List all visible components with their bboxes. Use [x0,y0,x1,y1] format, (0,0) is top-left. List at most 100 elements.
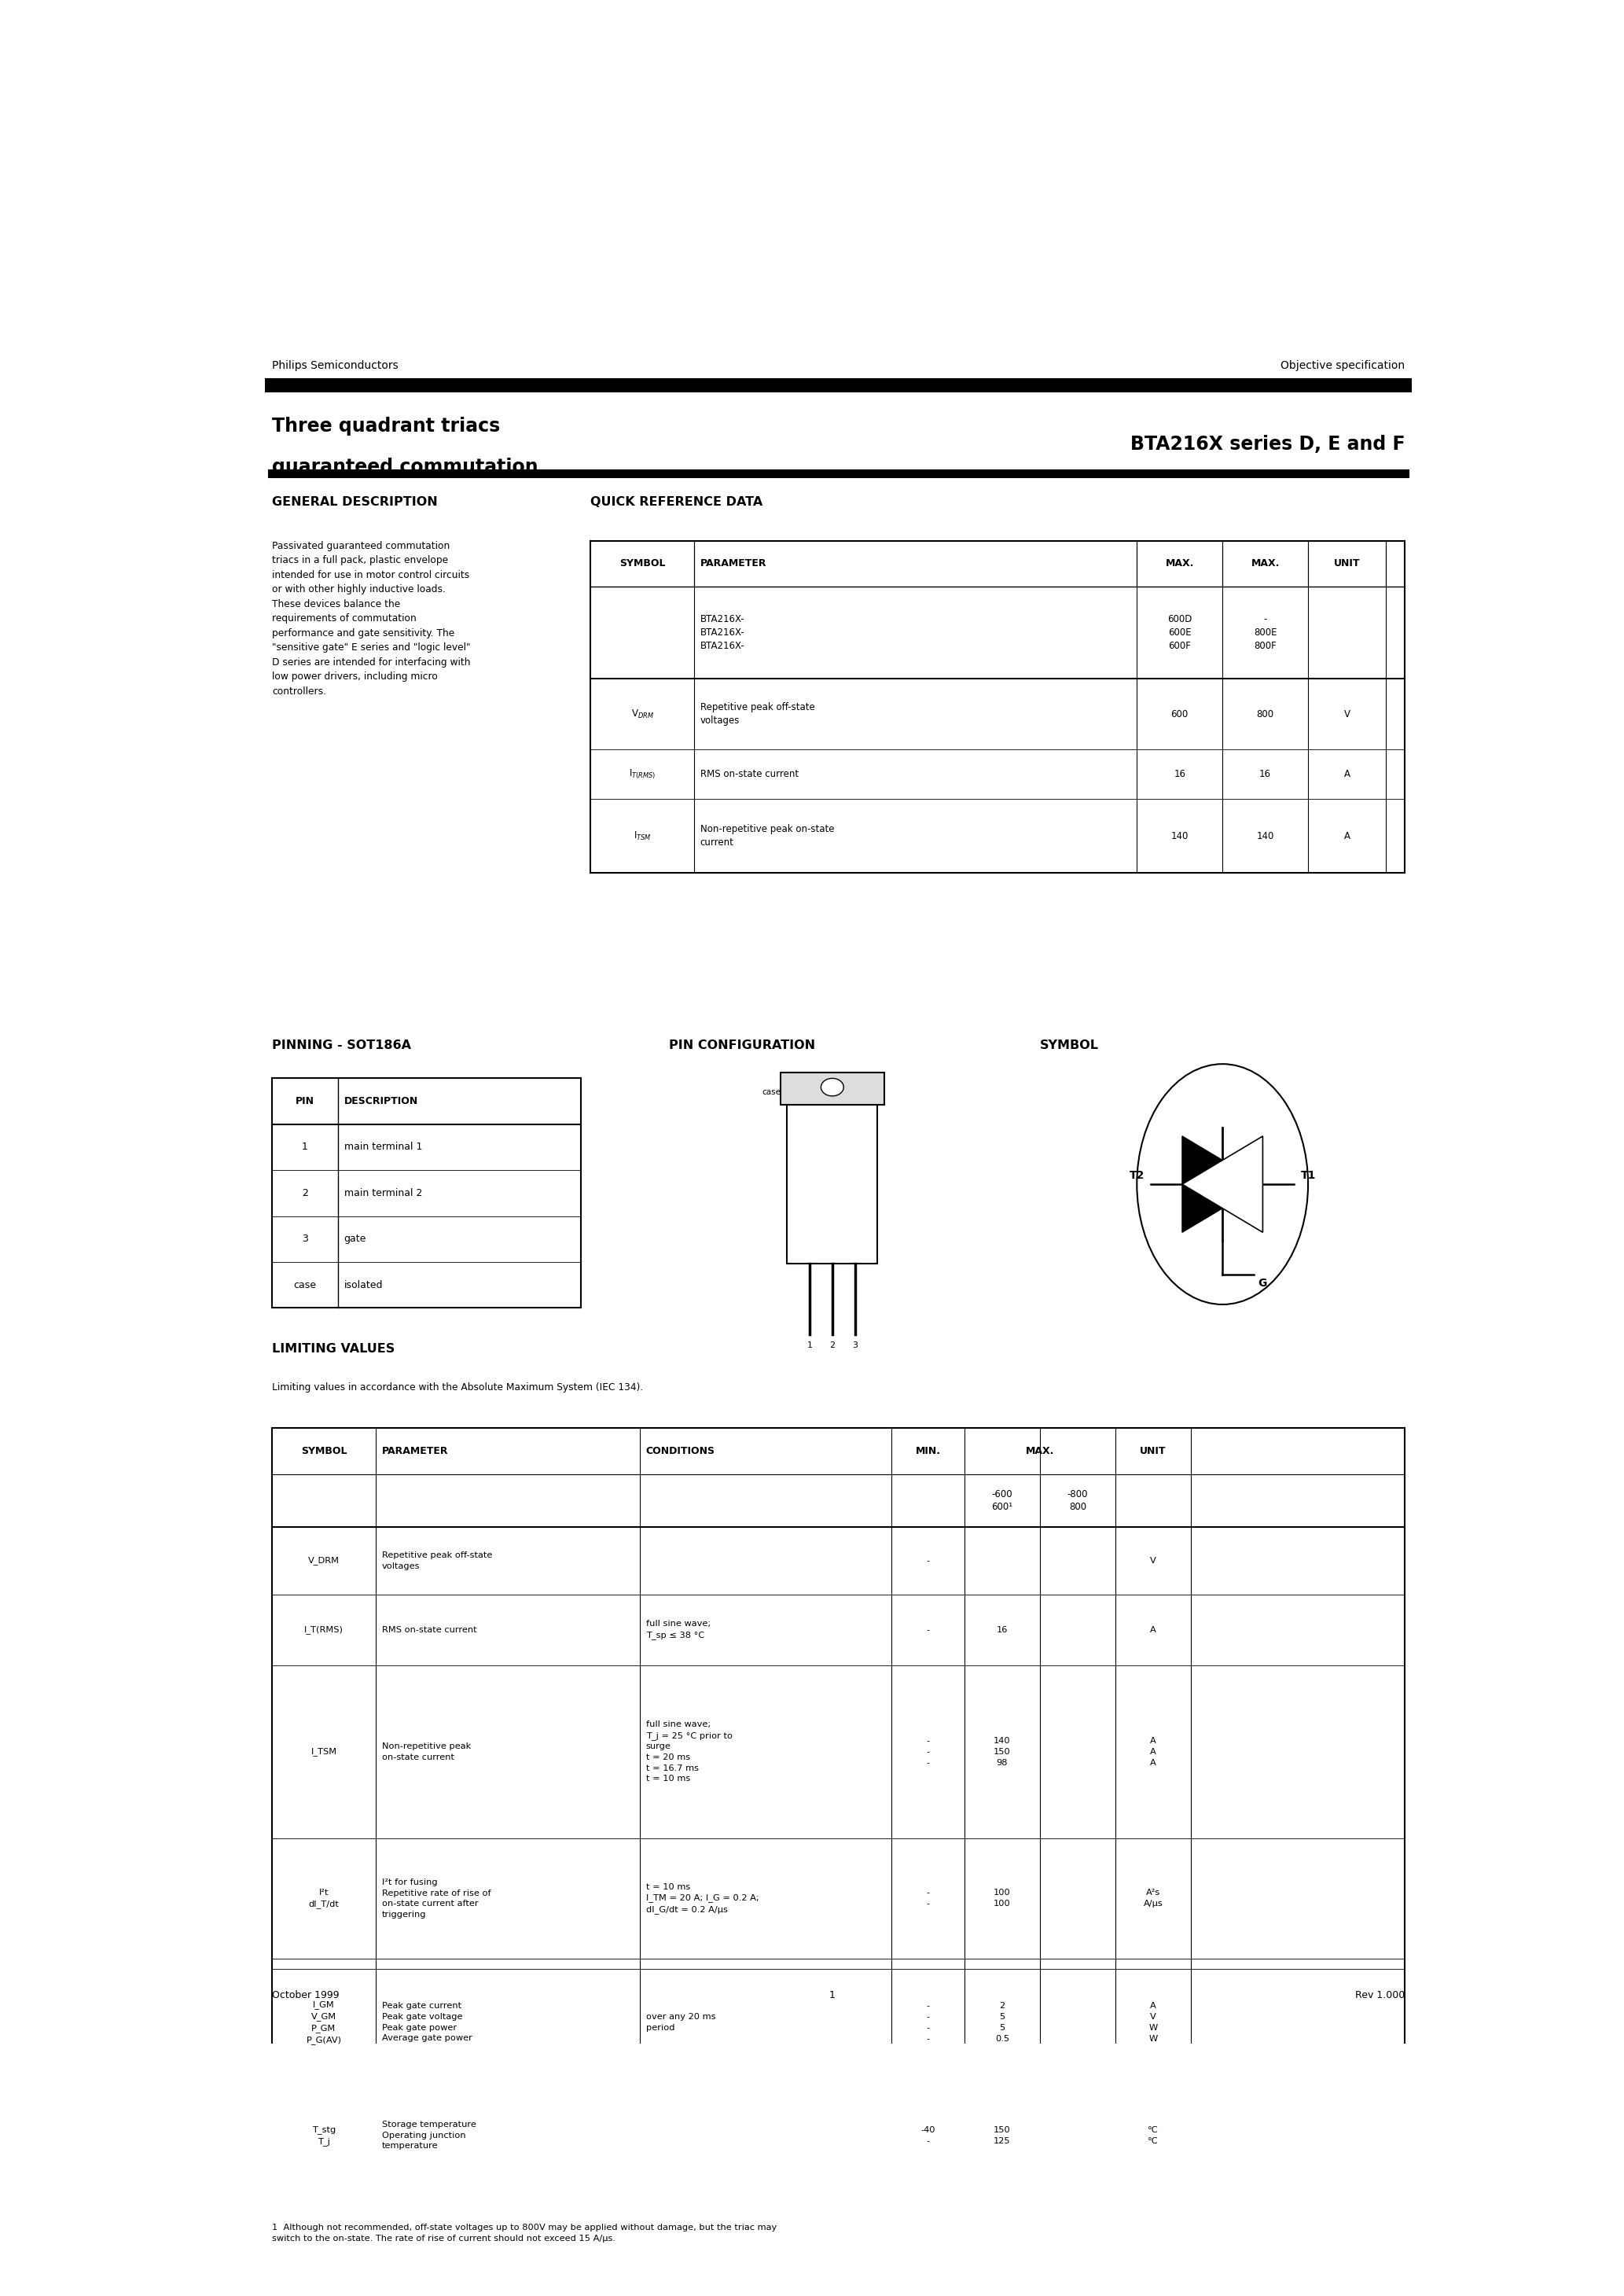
Text: I_T(RMS): I_T(RMS) [304,1626,343,1635]
Text: MAX.: MAX. [1250,558,1280,569]
Text: I$_{T(RMS)}$: I$_{T(RMS)}$ [628,767,656,781]
Text: I_GM
V_GM
P_GM
P_G(AV): I_GM V_GM P_GM P_G(AV) [307,2000,341,2043]
Text: RMS on-state current: RMS on-state current [382,1626,476,1635]
Text: DESCRIPTION: DESCRIPTION [344,1095,417,1107]
Text: T2: T2 [1129,1171,1145,1180]
Text: 3: 3 [853,1341,857,1350]
Text: 150
125: 150 125 [994,2126,1010,2144]
Text: -
800E
800F: - 800E 800F [1254,613,1276,652]
Text: Storage temperature
Operating junction
temperature: Storage temperature Operating junction t… [382,2122,476,2149]
Text: Non-repetitive peak
on-state current: Non-repetitive peak on-state current [382,1743,471,1761]
Text: t = 10 ms
I_TM = 20 A; I_G = 0.2 A;
dI_G/dt = 0.2 A/μs: t = 10 ms I_TM = 20 A; I_G = 0.2 A; dI_G… [646,1883,758,1915]
Bar [780,1072,885,1104]
Text: Non-repetitive peak on-state
current: Non-repetitive peak on-state current [700,824,835,847]
Bar [788,1104,877,1263]
Text: case: case [762,1088,781,1095]
Text: 16: 16 [1174,769,1186,778]
Text: gate: gate [344,1233,367,1244]
Text: 100
100: 100 100 [994,1890,1010,1908]
Text: MAX.: MAX. [1026,1446,1054,1456]
Text: Philips Semiconductors: Philips Semiconductors [273,360,398,372]
Text: 2: 2 [830,1341,835,1350]
Text: MIN.: MIN. [916,1446,940,1456]
Text: guaranteed commutation: guaranteed commutation [273,457,539,478]
Text: Rev 1.000: Rev 1.000 [1356,1991,1405,2000]
Text: 140: 140 [1257,831,1275,840]
Text: 800: 800 [1257,709,1273,719]
Text: 16: 16 [1259,769,1272,778]
Text: SYMBOL: SYMBOL [300,1446,348,1456]
Circle shape [1137,1063,1307,1304]
Polygon shape [1182,1137,1263,1233]
Text: QUICK REFERENCE DATA: QUICK REFERENCE DATA [591,496,763,507]
Text: BTA216X series D, E and F: BTA216X series D, E and F [1130,434,1405,455]
Text: 600D
600E
600F: 600D 600E 600F [1168,613,1192,652]
Text: °C
°C: °C °C [1148,2126,1158,2144]
Text: T1: T1 [1301,1171,1315,1180]
Text: -
-
-: - - - [926,1736,929,1766]
Text: 1: 1 [807,1341,812,1350]
Text: A
V
W
W: A V W W [1148,2002,1158,2043]
Text: A²s
A/μs: A²s A/μs [1143,1890,1163,1908]
Text: SYMBOL: SYMBOL [1039,1040,1099,1052]
Text: 1: 1 [830,1991,835,2000]
Text: V_DRM: V_DRM [309,1557,339,1566]
Text: SYMBOL: SYMBOL [619,558,666,569]
Text: -: - [926,1626,929,1635]
Text: PINNING - SOT186A: PINNING - SOT186A [273,1040,411,1052]
Text: 16: 16 [997,1626,1009,1635]
Text: CONDITIONS: CONDITIONS [646,1446,715,1456]
Text: I²t for fusing
Repetitive rate of rise of
on-state current after
triggering: I²t for fusing Repetitive rate of rise o… [382,1878,490,1919]
Text: PIN CONFIGURATION: PIN CONFIGURATION [669,1040,815,1052]
Text: GENERAL DESCRIPTION: GENERAL DESCRIPTION [273,496,438,507]
Ellipse shape [822,1079,843,1095]
Text: 600: 600 [1171,709,1189,719]
Text: I_TSM: I_TSM [310,1747,336,1756]
Text: case: case [294,1279,317,1290]
Text: Objective specification: Objective specification [1281,360,1405,372]
Text: A: A [1150,1626,1156,1635]
Text: main terminal 1: main terminal 1 [344,1141,422,1153]
Text: Peak gate current
Peak gate voltage
Peak gate power
Average gate power: Peak gate current Peak gate voltage Peak… [382,2002,473,2041]
Text: Repetitive peak off-state
voltages: Repetitive peak off-state voltages [382,1552,492,1570]
Text: Limiting values in accordance with the Absolute Maximum System (IEC 134).: Limiting values in accordance with the A… [273,1382,643,1391]
Text: I$_{TSM}$: I$_{TSM}$ [633,831,651,843]
Text: -40
-: -40 - [921,2126,935,2144]
Text: MAX.: MAX. [1166,558,1194,569]
Text: A
A
A: A A A [1150,1736,1156,1766]
Text: 1: 1 [302,1141,309,1153]
Text: full sine wave;
T_j = 25 °C prior to
surge
t = 20 ms
t = 16.7 ms
t = 10 ms: full sine wave; T_j = 25 °C prior to sur… [646,1720,732,1782]
Text: 140: 140 [1171,831,1189,840]
Text: 2: 2 [302,1187,309,1199]
Text: PARAMETER: PARAMETER [700,558,767,569]
Text: main terminal 2: main terminal 2 [344,1187,422,1199]
Text: PARAMETER: PARAMETER [382,1446,448,1456]
Text: RMS on-state current: RMS on-state current [700,769,799,778]
Text: Passivated guaranteed commutation
triacs in a full pack, plastic envelope
intend: Passivated guaranteed commutation triacs… [273,540,471,696]
Text: V: V [1345,709,1350,719]
Text: 3: 3 [302,1233,309,1244]
Text: UNIT: UNIT [1140,1446,1166,1456]
Text: V: V [1150,1557,1156,1566]
Text: A: A [1345,769,1350,778]
Text: UNIT: UNIT [1333,558,1361,569]
Text: -
-
-
-: - - - - [926,2002,929,2043]
Text: -800
800: -800 800 [1067,1490,1088,1513]
Polygon shape [1182,1137,1263,1233]
Text: isolated: isolated [344,1279,383,1290]
Text: 140
150
98: 140 150 98 [994,1736,1010,1766]
Text: Repetitive peak off-state
voltages: Repetitive peak off-state voltages [700,703,815,726]
Text: BTA216X-
BTA216X-
BTA216X-: BTA216X- BTA216X- BTA216X- [700,613,745,652]
Text: -: - [926,1557,929,1566]
Text: I²t
dI_T/dt: I²t dI_T/dt [309,1890,339,1908]
Text: LIMITING VALUES: LIMITING VALUES [273,1343,395,1355]
Text: full sine wave;
T_sp ≤ 38 °C: full sine wave; T_sp ≤ 38 °C [646,1621,711,1639]
Text: 2
5
5
0.5: 2 5 5 0.5 [996,2002,1010,2043]
Text: Three quadrant triacs: Three quadrant triacs [273,418,500,436]
Text: October 1999: October 1999 [273,1991,339,2000]
Text: A: A [1345,831,1350,840]
Text: G: G [1257,1279,1267,1288]
Text: 1  Although not recommended, off-state voltages up to 800V may be applied withou: 1 Although not recommended, off-state vo… [273,2225,776,2243]
Text: -600
600¹: -600 600¹ [992,1490,1013,1513]
Text: PIN: PIN [296,1095,315,1107]
